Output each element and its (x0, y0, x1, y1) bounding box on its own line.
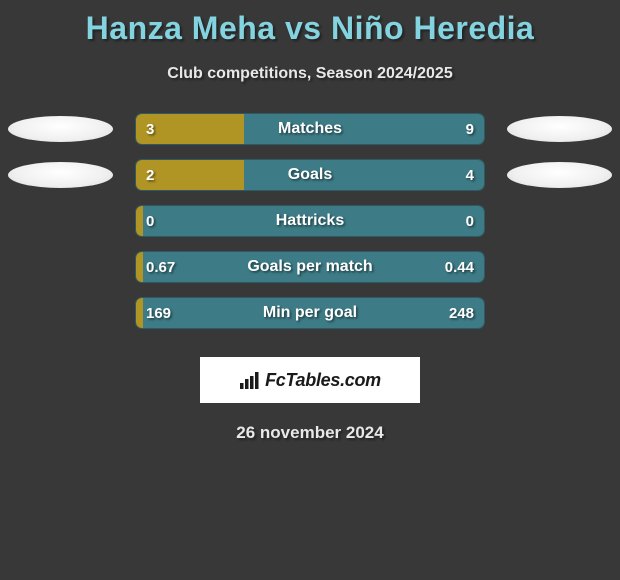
stat-bar-right-fill (143, 206, 484, 236)
stat-bar-left-fill (136, 252, 143, 282)
stat-bar: Goals24 (135, 159, 485, 191)
snapshot-date: 26 november 2024 (0, 423, 620, 443)
stat-row: Matches39 (0, 113, 620, 145)
stat-bar-left-fill (136, 298, 143, 328)
stat-bar-left-fill (136, 206, 143, 236)
stat-row: Hattricks00 (0, 205, 620, 237)
stat-bar-right-fill (244, 114, 484, 144)
stat-bar: Matches39 (135, 113, 485, 145)
stat-bar: Min per goal169248 (135, 297, 485, 329)
stat-bar-right-fill (143, 298, 484, 328)
player-badge-left (8, 116, 113, 142)
spacer (507, 300, 612, 326)
logo-text: FcTables.com (265, 370, 381, 391)
site-logo: FcTables.com (239, 370, 381, 391)
stat-bar-left-fill (136, 114, 244, 144)
stat-row: Goals24 (0, 159, 620, 191)
stat-bar: Hattricks00 (135, 205, 485, 237)
stats-container: Matches39 Goals24 Hattricks00 Goals per mat… (0, 113, 620, 329)
bars-icon (239, 371, 261, 389)
stat-row: Goals per match0.670.44 (0, 251, 620, 283)
comparison-subtitle: Club competitions, Season 2024/2025 (0, 65, 620, 83)
comparison-title: Hanza Meha vs Niño Heredia (0, 0, 620, 47)
stat-bar: Goals per match0.670.44 (135, 251, 485, 283)
stat-bar-left-fill (136, 160, 244, 190)
site-logo-box: FcTables.com (200, 357, 420, 403)
stat-row: Min per goal169248 (0, 297, 620, 329)
spacer (507, 254, 612, 280)
stat-bar-right-fill (244, 160, 484, 190)
player-badge-left (8, 162, 113, 188)
spacer (8, 208, 113, 234)
spacer (8, 300, 113, 326)
spacer (8, 254, 113, 280)
player-badge-right (507, 162, 612, 188)
spacer (507, 208, 612, 234)
stat-bar-right-fill (143, 252, 484, 282)
player-badge-right (507, 116, 612, 142)
